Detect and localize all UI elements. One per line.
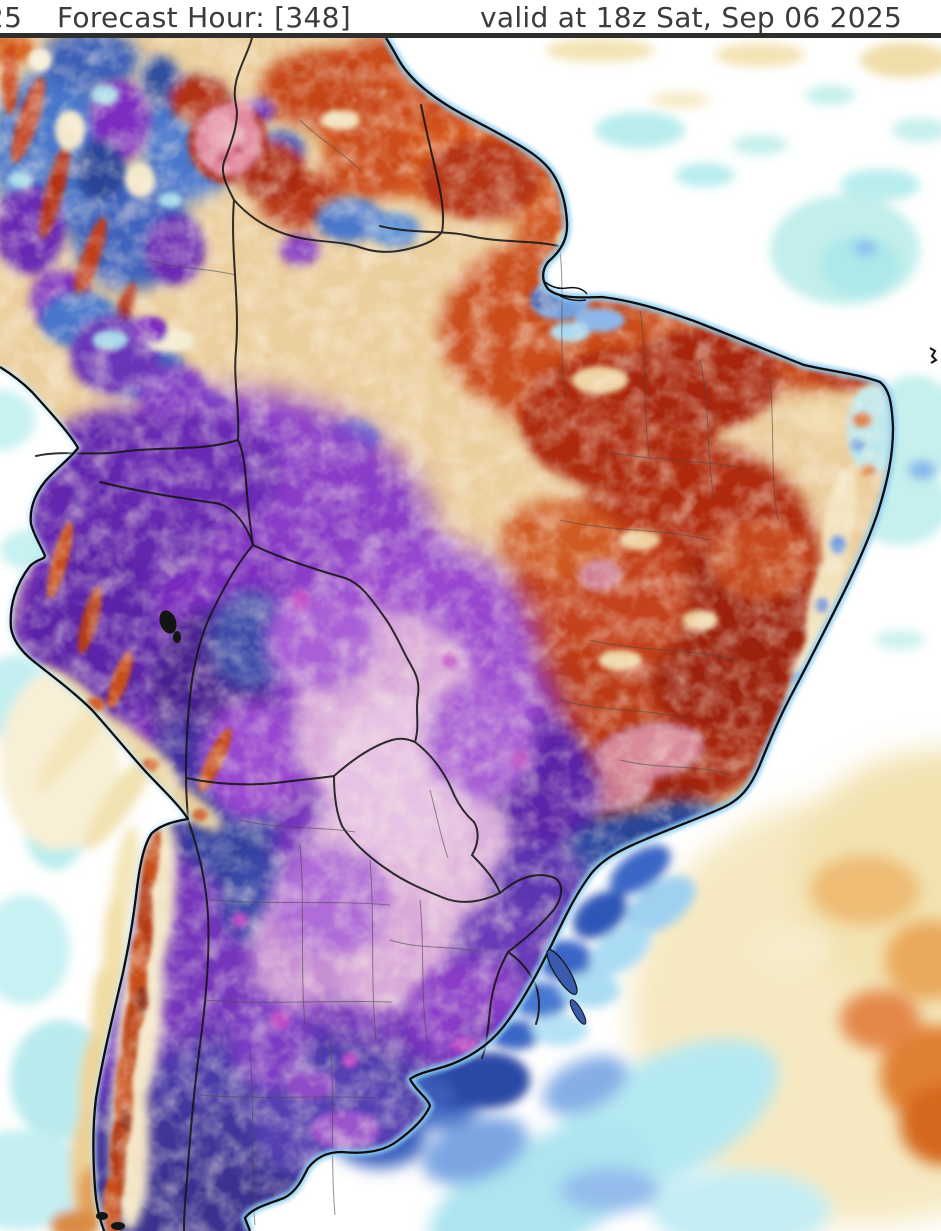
chilean-lakes (96, 1212, 125, 1230)
lake-titicaca (159, 610, 181, 643)
forecast-map (0, 38, 941, 1231)
lagoa-dos-patos (546, 949, 587, 1025)
valid-time-label: valid at 18z Sat, Sep 06 2025 (480, 1, 903, 34)
south-america-anomaly-map (0, 38, 941, 1231)
country-borders (35, 38, 563, 1231)
state-borders (149, 119, 779, 1226)
island-marker (929, 347, 938, 364)
forecast-hour-label: Forecast Hour: [348] (57, 1, 351, 34)
header-divider (0, 33, 941, 38)
title-bar: 25 Forecast Hour: [348] valid at 18z Sat… (0, 0, 941, 34)
amazon-delta-islands (544, 281, 588, 302)
land-layer (0, 38, 893, 1231)
init-date-fragment: 25 (0, 1, 23, 34)
